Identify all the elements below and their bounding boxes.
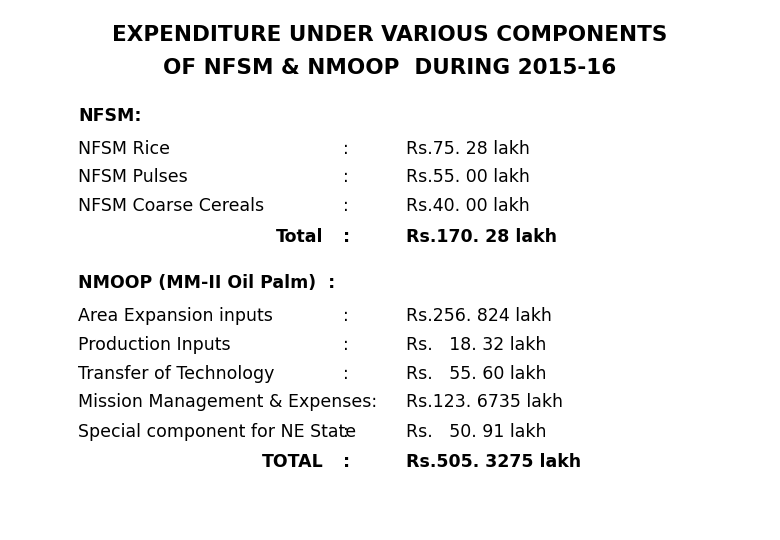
Text: Area Expansion inputs: Area Expansion inputs bbox=[78, 307, 273, 325]
Text: :: : bbox=[343, 168, 349, 186]
Text: EXPENDITURE UNDER VARIOUS COMPONENTS: EXPENDITURE UNDER VARIOUS COMPONENTS bbox=[112, 25, 668, 45]
Text: Production Inputs: Production Inputs bbox=[78, 335, 231, 354]
Text: Rs.   18. 32 lakh: Rs. 18. 32 lakh bbox=[406, 335, 546, 354]
Text: :: : bbox=[343, 307, 349, 325]
Text: NMOOP (MM-II Oil Palm)  :: NMOOP (MM-II Oil Palm) : bbox=[78, 274, 335, 293]
Text: NFSM Pulses: NFSM Pulses bbox=[78, 168, 188, 186]
Text: :: : bbox=[343, 197, 349, 215]
Text: OF NFSM & NMOOP  DURING 2015-16: OF NFSM & NMOOP DURING 2015-16 bbox=[163, 57, 617, 78]
Text: Rs.75. 28 lakh: Rs.75. 28 lakh bbox=[406, 139, 530, 158]
Text: Transfer of Technology: Transfer of Technology bbox=[78, 364, 275, 383]
Text: :: : bbox=[343, 335, 349, 354]
Text: Rs.123. 6735 lakh: Rs.123. 6735 lakh bbox=[406, 393, 562, 411]
Text: Total: Total bbox=[276, 227, 324, 246]
Text: NFSM:: NFSM: bbox=[78, 107, 141, 125]
Text: Rs.   50. 91 lakh: Rs. 50. 91 lakh bbox=[406, 423, 546, 441]
Text: TOTAL: TOTAL bbox=[262, 453, 324, 471]
Text: Rs.   55. 60 lakh: Rs. 55. 60 lakh bbox=[406, 364, 546, 383]
Text: NFSM Rice: NFSM Rice bbox=[78, 139, 170, 158]
Text: Rs.170. 28 lakh: Rs.170. 28 lakh bbox=[406, 227, 557, 246]
Text: :: : bbox=[343, 227, 350, 246]
Text: Special component for NE State: Special component for NE State bbox=[78, 423, 356, 441]
Text: NFSM Coarse Cereals: NFSM Coarse Cereals bbox=[78, 197, 264, 215]
Text: :: : bbox=[343, 364, 349, 383]
Text: :: : bbox=[343, 139, 349, 158]
Text: Rs.55. 00 lakh: Rs.55. 00 lakh bbox=[406, 168, 530, 186]
Text: Rs.505. 3275 lakh: Rs.505. 3275 lakh bbox=[406, 453, 581, 471]
Text: :: : bbox=[343, 423, 349, 441]
Text: Rs.40. 00 lakh: Rs.40. 00 lakh bbox=[406, 197, 530, 215]
Text: Rs.256. 824 lakh: Rs.256. 824 lakh bbox=[406, 307, 551, 325]
Text: :: : bbox=[343, 453, 350, 471]
Text: Mission Management & Expenses:: Mission Management & Expenses: bbox=[78, 393, 377, 411]
